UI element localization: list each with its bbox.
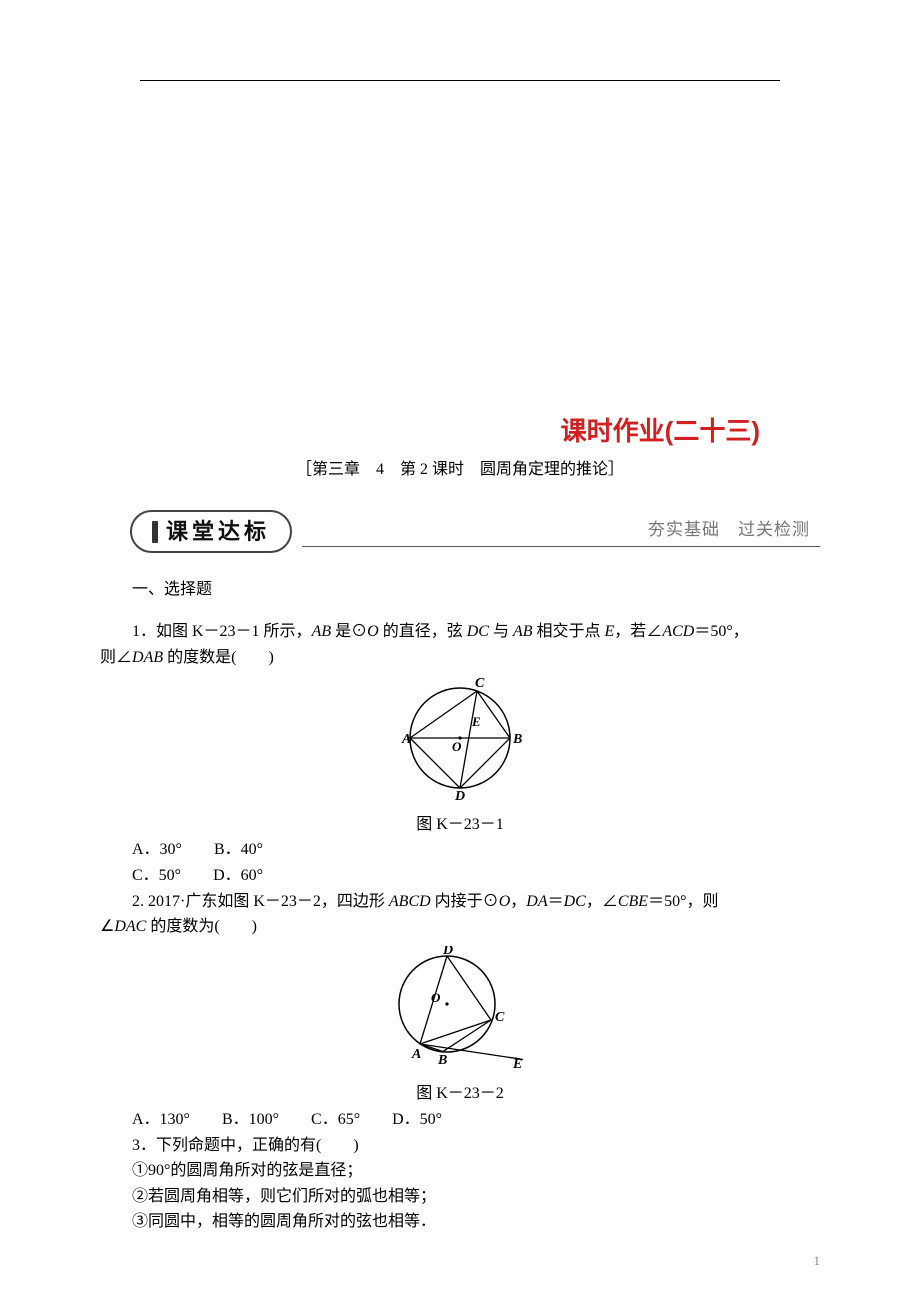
badge-bar-icon: [152, 521, 158, 543]
lbl2-B: B: [437, 1053, 447, 1068]
badge-text: 课堂达标: [166, 514, 270, 549]
q1-caption: 图 K－23－1: [100, 812, 820, 838]
q3-li1: ①90°的圆周角所对的弦是直径；: [100, 1158, 820, 1184]
lbl-O: O: [452, 739, 462, 754]
q2-caption: 图 K－23－2: [100, 1081, 820, 1107]
lbl2-A: A: [411, 1047, 421, 1062]
q2-figure: D O C A B E: [100, 946, 820, 1080]
section-badge: 课堂达标: [130, 510, 292, 553]
q1-opt1: A．30° B．40°: [100, 837, 820, 863]
lbl2-D: D: [442, 946, 453, 958]
subtitle: ［第三章 4 第 2 课时 圆周角定理的推论］: [100, 457, 820, 483]
q1-svg: A B C D E O: [395, 676, 525, 801]
q1-figure: A B C D E O: [100, 676, 820, 810]
main-title: 课时作业(二十三): [100, 411, 820, 453]
section-right-text: 夯实基础 过关检测: [648, 520, 810, 539]
section-right: 夯实基础 过关检测: [302, 516, 820, 547]
q1-line1: 1．如图 K－23－1 所示，AB 是⊙O 的直径，弦 DC 与 AB 相交于点…: [100, 619, 820, 645]
q1-opt2: C．50° D．60°: [100, 863, 820, 889]
q3-li3: ③同圆中，相等的圆周角所对的弦也相等．: [100, 1209, 820, 1235]
q3-stem: 3．下列命题中，正确的有( ): [100, 1133, 820, 1159]
content: 一、选择题 1．如图 K－23－1 所示，AB 是⊙O 的直径，弦 DC 与 A…: [100, 577, 820, 1235]
q2-options: A．130° B．100° C．65° D．50°: [100, 1107, 820, 1133]
q3-li2: ②若圆周角相等，则它们所对的弧也相等；: [100, 1184, 820, 1210]
heading-mc: 一、选择题: [100, 577, 820, 603]
lbl-D: D: [454, 789, 465, 801]
lbl-A: A: [401, 732, 411, 747]
q2-line1: 2. 2017·广东如图 K－23－2，四边形 ABCD 内接于⊙O，DA＝DC…: [100, 889, 820, 915]
lbl-C: C: [475, 676, 485, 691]
q2-svg: D O C A B E: [385, 946, 535, 1071]
lbl-E: E: [471, 714, 481, 729]
q2-line2: ∠DAC 的度数为( ): [100, 914, 820, 940]
lbl2-C: C: [495, 1010, 505, 1025]
page: 课时作业(二十三) ［第三章 4 第 2 课时 圆周角定理的推论］ 课堂达标 夯…: [0, 0, 920, 1302]
page-number: 1: [814, 1251, 821, 1272]
lbl-B: B: [512, 732, 522, 747]
q1-line2: 则∠DAB 的度数是( ): [100, 645, 820, 671]
lbl2-O: O: [431, 990, 441, 1005]
top-rule: [140, 80, 780, 81]
section-row: 课堂达标 夯实基础 过关检测: [100, 510, 820, 557]
